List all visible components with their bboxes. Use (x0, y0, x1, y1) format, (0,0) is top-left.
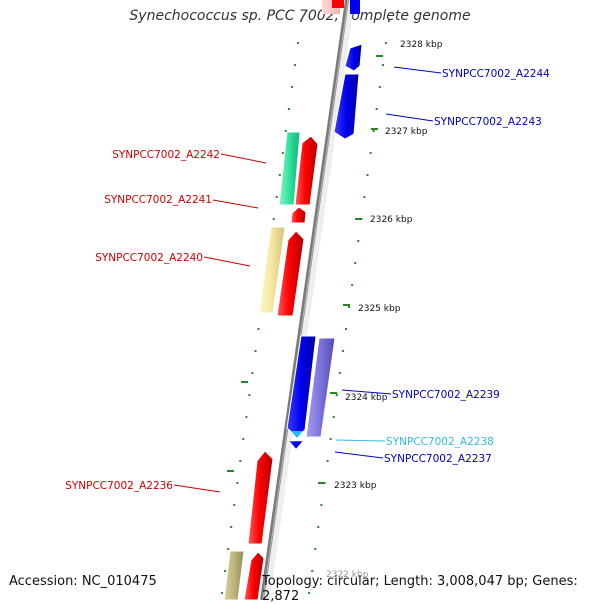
tick-dot (354, 262, 357, 264)
tick-dot (366, 174, 369, 176)
gene-label-a2237[interactable]: SYNPCC7002_A2237 (384, 453, 492, 465)
tick-dot (311, 570, 314, 572)
gene-labels[interactable]: SYNPCC7002_A2244 SYNPCC7002_A2243 SYNPCC… (65, 68, 550, 492)
tick-dot (351, 284, 354, 286)
tick-dot (332, 416, 335, 418)
gene-a2240-forward-shape[interactable] (276, 230, 305, 317)
gene-label-a2241[interactable]: SYNPCC7002_A2241 (104, 194, 212, 206)
tick-dot (308, 592, 311, 594)
gene-partial-bottom-red[interactable] (243, 551, 265, 600)
tick-label-2322: 2322 kbp (326, 570, 369, 580)
tick-dot (297, 42, 299, 44)
tick-dot (251, 372, 254, 374)
tick-label-2328: 2328 kbp (400, 40, 443, 50)
tick-label-2326: 2326 kbp (370, 215, 413, 225)
tick-dot (224, 570, 227, 572)
tick-dot (357, 240, 360, 242)
tick-dot (375, 108, 378, 110)
tick-dot (381, 64, 384, 66)
tick-dot (290, 86, 293, 88)
gene-a2242-forward-shape[interactable] (294, 135, 319, 206)
gene-label-a2242[interactable]: SYNPCC7002_A2242 (112, 149, 220, 161)
tick-dot (221, 592, 224, 594)
tick-dot (242, 438, 245, 440)
tick-dot (293, 64, 296, 66)
tick-dot (320, 504, 323, 506)
tick-dot (341, 350, 344, 352)
tick-label-2324: 2324 kbp (345, 393, 388, 403)
map-title: Synechococcus sp. PCC 7002, complete gen… (129, 8, 471, 24)
tick-label-2325: 2325 kbp (358, 304, 401, 314)
gene-a2242-shape[interactable] (278, 131, 301, 206)
tick-dot (248, 394, 251, 396)
tick-dot (326, 460, 329, 462)
tick-label-2327: 2327 kbp (385, 127, 428, 137)
tick-dot (384, 42, 387, 44)
gene-a2243-shape[interactable] (333, 73, 360, 140)
tick-dot (272, 218, 275, 220)
gene-a2240-shape[interactable] (258, 226, 286, 314)
tick-dot (239, 460, 242, 462)
tick-dot (227, 548, 230, 550)
gene-a2239-purple-shape[interactable] (305, 337, 336, 438)
tick-dot (317, 526, 320, 528)
gene-a2238-shape[interactable] (291, 431, 303, 438)
tick-labels: 2328 kbp 2327 kbp 2326 kbp 2325 kbp 2324… (227, 40, 443, 580)
tick-label-2323: 2323 kbp (334, 481, 377, 491)
accession-text: Accession: NC_010475 (9, 574, 157, 589)
genome-backbone (260, 0, 355, 600)
gene-partial-red[interactable] (332, 0, 344, 8)
tick-dot (278, 174, 281, 176)
gene-label-a2236[interactable]: SYNPCC7002_A2236 (65, 480, 173, 492)
tick-dot (284, 130, 287, 132)
gene-a2241-shape[interactable] (290, 206, 307, 224)
tick-dot (345, 328, 347, 330)
tick-dot (275, 196, 278, 198)
gene-a2237-shape[interactable] (288, 440, 304, 450)
gene-label-a2240[interactable]: SYNPCC7002_A2240 (95, 252, 203, 264)
gene-label-a2239[interactable]: SYNPCC7002_A2239 (392, 389, 500, 401)
tick-dot (363, 196, 366, 198)
tick-dot (314, 548, 317, 550)
tick-dot (236, 482, 239, 484)
gene-a2236-shape[interactable] (247, 450, 274, 545)
tick-dot (281, 152, 284, 154)
tick-dot (348, 306, 351, 308)
tick-dot (378, 86, 381, 88)
gene-label-a2238[interactable]: SYNPCC7002_A2238 (386, 436, 494, 448)
tick-dot (335, 394, 338, 396)
tick-dot (230, 526, 233, 528)
gene-partial-olive[interactable] (223, 550, 245, 600)
tick-dot (369, 152, 372, 154)
tick-dot (287, 108, 290, 110)
tick-dot (388, 20, 390, 22)
tick-dot (329, 438, 332, 440)
tick-dot (300, 20, 302, 22)
tick-dot (372, 130, 375, 132)
tick-dot (245, 416, 248, 418)
tick-dot (254, 350, 257, 352)
gene-label-a2244[interactable]: SYNPCC7002_A2244 (442, 68, 550, 80)
gene-partial-blue[interactable] (350, 0, 360, 14)
gene-features[interactable] (223, 0, 363, 600)
gene-label-a2243[interactable]: SYNPCC7002_A2243 (434, 116, 542, 128)
tick-dot (257, 328, 260, 330)
gene-a2244-shape[interactable] (344, 43, 363, 72)
tick-dot (338, 372, 341, 374)
tick-dot (233, 504, 236, 506)
label-connectors (173, 66, 442, 493)
